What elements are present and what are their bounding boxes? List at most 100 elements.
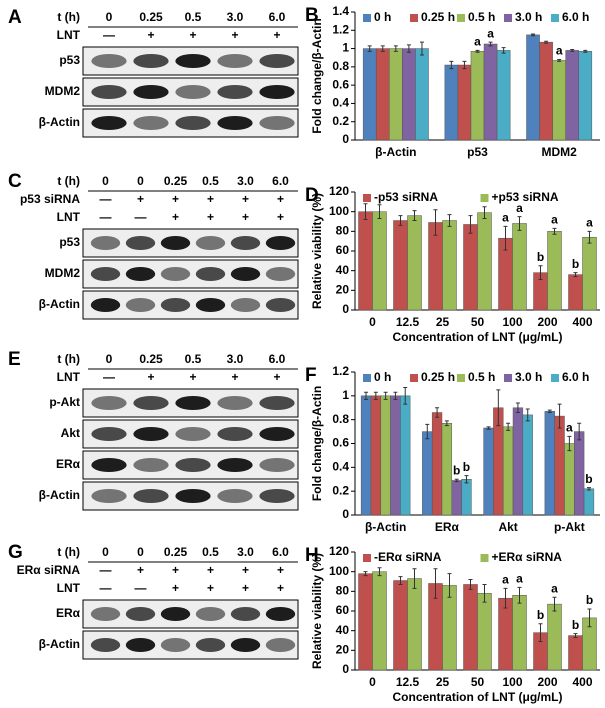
error-bar — [435, 407, 440, 418]
band — [230, 267, 261, 281]
error-bar — [531, 33, 536, 37]
band-label: β-Actin — [39, 637, 80, 651]
band — [265, 607, 296, 621]
significance-label: b — [572, 257, 579, 271]
error-bar — [552, 596, 557, 612]
bar — [407, 215, 422, 311]
band — [259, 116, 295, 130]
x-tick-label: p53 — [467, 145, 488, 159]
legend-label: 3.0 h — [515, 10, 542, 24]
lane-label: 0.5 — [185, 352, 202, 366]
legend-swatch — [504, 374, 512, 382]
error-bar — [412, 210, 417, 222]
bar — [512, 595, 527, 671]
error-bar — [398, 215, 403, 226]
lane-label: 0 — [137, 545, 144, 559]
legend-swatch — [480, 554, 489, 562]
band — [217, 396, 253, 410]
band-label: β-Actin — [39, 297, 80, 311]
legend-label: +ERα siRNA — [492, 550, 563, 564]
significance-label: b — [586, 593, 593, 607]
band — [175, 427, 211, 441]
band-label: p-Akt — [49, 395, 80, 409]
panel-letter: H — [305, 545, 319, 566]
x-tick-label: 200 — [537, 315, 557, 329]
bar — [431, 412, 443, 516]
bar — [564, 443, 575, 516]
error-bar — [468, 579, 473, 590]
error-bar — [515, 402, 520, 414]
y-tick-label: 1.2 — [332, 22, 349, 36]
error-bar — [573, 272, 578, 278]
band — [160, 236, 191, 250]
lane-label: — — [100, 192, 112, 206]
row-label: t (h) — [57, 174, 80, 188]
bar — [393, 220, 408, 311]
band — [259, 85, 295, 99]
band — [259, 396, 295, 410]
error-bar — [433, 568, 438, 599]
band — [91, 458, 127, 472]
band — [259, 458, 295, 472]
row-label: t (h) — [57, 545, 80, 559]
legend-label: 0.25 h — [421, 10, 455, 24]
x-tick-label: 100 — [502, 675, 522, 689]
panel-letter: E — [8, 349, 21, 370]
band — [125, 638, 156, 652]
panel-letter: B — [305, 5, 319, 26]
band — [217, 116, 253, 130]
band — [125, 298, 156, 312]
error-bar — [587, 230, 592, 244]
lane-label: 0.25 — [164, 545, 188, 559]
lane-label: — — [135, 581, 147, 595]
lane-label: 6.0 — [269, 10, 286, 24]
error-bar — [377, 204, 382, 220]
band — [91, 54, 127, 68]
legend-label: 6.0 h — [562, 10, 589, 24]
y-tick-label: 60 — [336, 603, 350, 617]
y-tick-label: 0.8 — [332, 59, 349, 73]
lane-label: 0.5 — [202, 545, 219, 559]
lane-label: + — [172, 581, 179, 595]
band — [90, 267, 121, 281]
lane-label: + — [277, 563, 284, 577]
band — [133, 427, 169, 441]
lane-label: + — [273, 28, 280, 42]
error-bar — [567, 435, 572, 452]
y-tick-label: 1 — [342, 388, 349, 402]
error-bar — [525, 408, 530, 422]
lane-label: + — [277, 581, 284, 595]
legend-label: 3.0 h — [515, 370, 542, 384]
band-label: β-Actin — [39, 488, 80, 502]
error-bar — [475, 49, 480, 53]
x-tick-label: 25 — [436, 675, 450, 689]
lane-label: 6.0 — [269, 352, 286, 366]
band-label: ERα — [56, 606, 81, 620]
band — [91, 396, 127, 410]
lane-label: + — [189, 370, 196, 384]
lane-label: 3.0 — [237, 545, 254, 559]
band — [160, 607, 191, 621]
error-bar — [587, 608, 592, 628]
lane-label: + — [231, 370, 238, 384]
error-bar — [583, 49, 588, 53]
lane-label: + — [273, 370, 280, 384]
band — [125, 607, 156, 621]
lane-label: + — [207, 192, 214, 206]
band — [175, 54, 211, 68]
bar — [402, 48, 416, 141]
bar — [372, 211, 387, 311]
band — [125, 236, 156, 250]
legend-swatch — [410, 14, 418, 22]
y-tick-label: 1 — [342, 41, 349, 55]
y-tick-label: 120 — [329, 544, 349, 558]
bar — [451, 480, 462, 516]
lane-label: + — [207, 563, 214, 577]
legend-label: -p53 siRNA — [374, 190, 438, 204]
x-tick-label: β-Actin — [375, 145, 416, 159]
lane-label: 0.5 — [202, 174, 219, 188]
bar — [393, 580, 408, 671]
lane-label: + — [147, 28, 154, 42]
lane-label: + — [231, 28, 238, 42]
band — [160, 638, 191, 652]
